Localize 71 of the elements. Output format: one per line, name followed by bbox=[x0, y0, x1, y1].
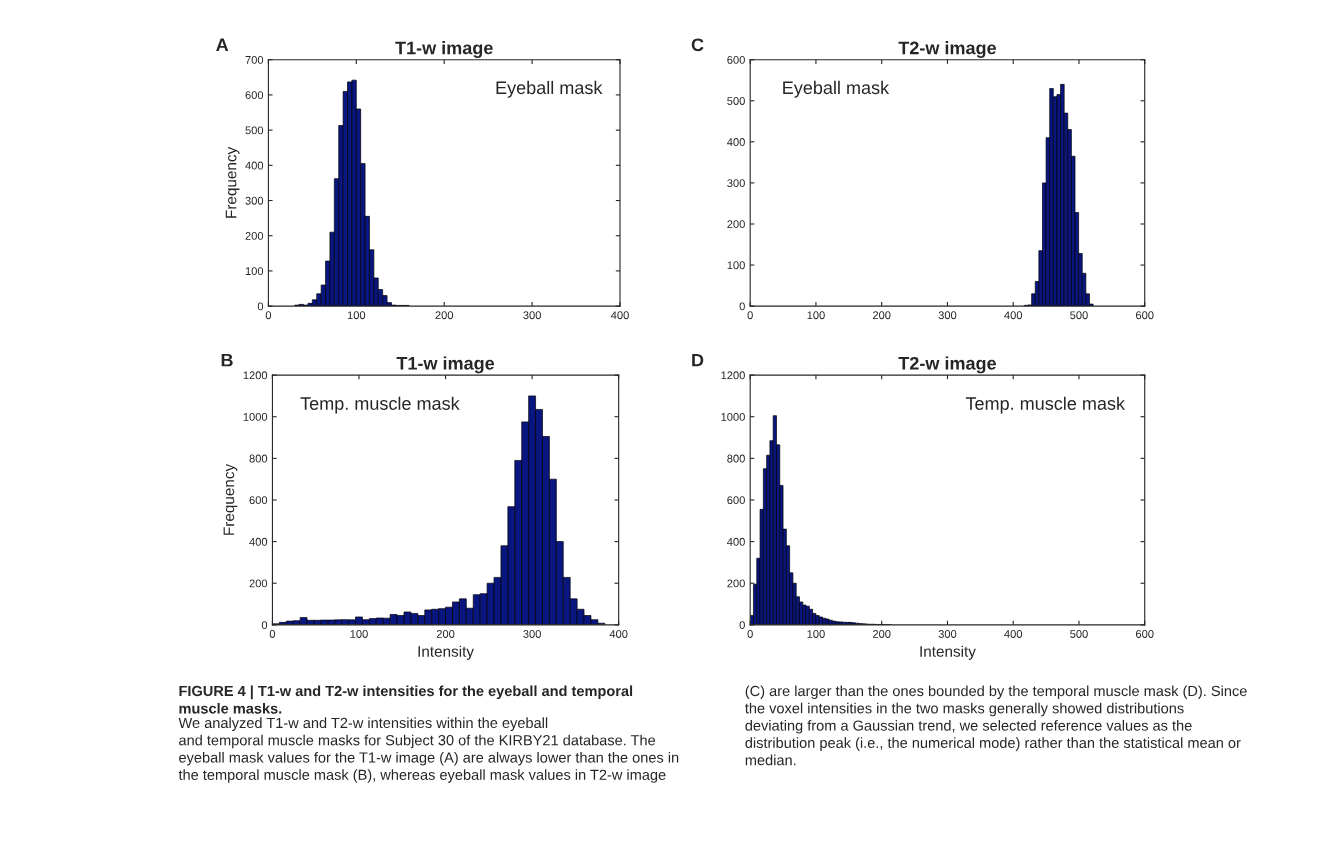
y-tick-label: 100 bbox=[727, 261, 745, 270]
text: B bbox=[221, 353, 233, 367]
y-tick-label: 1000 bbox=[243, 412, 268, 421]
y-tick-label: 600 bbox=[249, 496, 268, 505]
x-tick-label: 400 bbox=[1004, 630, 1023, 638]
x-tick-label: 500 bbox=[1070, 311, 1088, 320]
x-tick-label: 400 bbox=[610, 311, 629, 320]
annotation: Eyeball mask bbox=[783, 80, 890, 98]
x-tick-label: 600 bbox=[1136, 630, 1154, 638]
y-tick-label: 1200 bbox=[721, 371, 745, 380]
x-tick-label: 0 bbox=[747, 630, 753, 638]
text: C bbox=[691, 38, 704, 52]
x-tick-label: 400 bbox=[1004, 311, 1023, 320]
x-tick-label: 500 bbox=[1070, 630, 1088, 638]
annotation: Eyeball mask bbox=[496, 80, 603, 98]
x-tick-label: 300 bbox=[523, 311, 541, 320]
text: We analyzed T1-w and T2-w intensities within the eyeball and temporal muscle masks for Subject 30 of the KIRBY21 database. The eyeball mask values for the T1-w image (A) are always lower than the ones in the temporal muscle mask (B), whereas eyeball mask values in T2-w image bbox=[178, 717, 679, 783]
y-tick-label: 300 bbox=[245, 196, 264, 205]
y-tick-label: 800 bbox=[249, 454, 268, 463]
y-tick-label: 500 bbox=[245, 126, 264, 135]
chart-title: T2-w image bbox=[898, 356, 996, 374]
y-tick-label: 200 bbox=[245, 231, 264, 240]
x-tick-label: 100 bbox=[807, 311, 825, 320]
x-tick-label: 200 bbox=[435, 311, 454, 320]
y-tick-label: 0 bbox=[257, 302, 264, 311]
y-tick-label: 1200 bbox=[243, 371, 268, 380]
x-tick-label: 0 bbox=[269, 630, 276, 638]
y-tick-label: 600 bbox=[245, 91, 264, 100]
chart-title: T1-w image bbox=[396, 356, 495, 374]
y-tick-label: 200 bbox=[249, 579, 268, 588]
x-tick-label: 0 bbox=[747, 311, 753, 320]
y-tick-label: 400 bbox=[249, 537, 268, 546]
y-tick-label: 800 bbox=[727, 454, 745, 463]
y-tick-label: 200 bbox=[727, 579, 745, 588]
y-tick-label: 400 bbox=[727, 138, 745, 146]
x-tick-label: 100 bbox=[347, 311, 366, 320]
x-tick-label: 100 bbox=[807, 630, 825, 638]
y-axis-title: Frequency bbox=[223, 463, 238, 535]
annotation: Temp. muscle mask bbox=[300, 396, 460, 414]
text: D bbox=[692, 353, 704, 367]
x-tick-label: 300 bbox=[523, 630, 541, 638]
annotation: Temp. muscle mask bbox=[965, 396, 1126, 414]
y-tick-label: 600 bbox=[727, 55, 745, 64]
caption: FIGURE 4 | T1-w and T2-w intensities for the eyeball and temporal muscle masks. bbox=[179, 685, 633, 714]
y-tick-label: 400 bbox=[245, 161, 264, 170]
x-tick-label: 300 bbox=[938, 311, 957, 320]
x-axis-title: Intensity bbox=[920, 645, 976, 660]
y-tick-label: 400 bbox=[727, 537, 745, 546]
y-axis-title: Frequency bbox=[225, 146, 240, 218]
x-axis-title: Intensity bbox=[418, 645, 474, 660]
y-tick-label: 500 bbox=[727, 97, 745, 105]
y-tick-label: 300 bbox=[727, 179, 745, 188]
text: (C) are larger than the ones bounded by the temporal muscle mask (D). Since the voxel intensities in the two masks generally showed distributions deviating from a Gaussian trend, we selected reference values as the distribution peak (i.e., the numerical mode) rather than the statistical mean or median. bbox=[745, 685, 1247, 766]
chart-title: T1-w image bbox=[395, 41, 493, 58]
y-tick-label: 0 bbox=[739, 621, 745, 629]
x-tick-label: 200 bbox=[436, 630, 455, 638]
y-tick-label: 1000 bbox=[721, 412, 745, 421]
y-tick-label: 100 bbox=[245, 267, 264, 276]
y-tick-label: 0 bbox=[739, 302, 745, 311]
y-tick-label: 0 bbox=[261, 621, 268, 629]
x-tick-label: 300 bbox=[938, 630, 957, 638]
x-tick-label: 100 bbox=[350, 630, 368, 638]
y-tick-label: 600 bbox=[727, 496, 745, 505]
x-tick-label: 600 bbox=[1136, 311, 1154, 320]
y-tick-label: 200 bbox=[727, 220, 745, 229]
y-tick-label: 700 bbox=[245, 55, 264, 64]
x-tick-label: 400 bbox=[609, 630, 628, 638]
x-tick-label: 200 bbox=[872, 630, 891, 638]
chart-title: T2-w image bbox=[898, 41, 996, 58]
text: A bbox=[216, 38, 229, 52]
x-tick-label: 200 bbox=[872, 311, 891, 320]
